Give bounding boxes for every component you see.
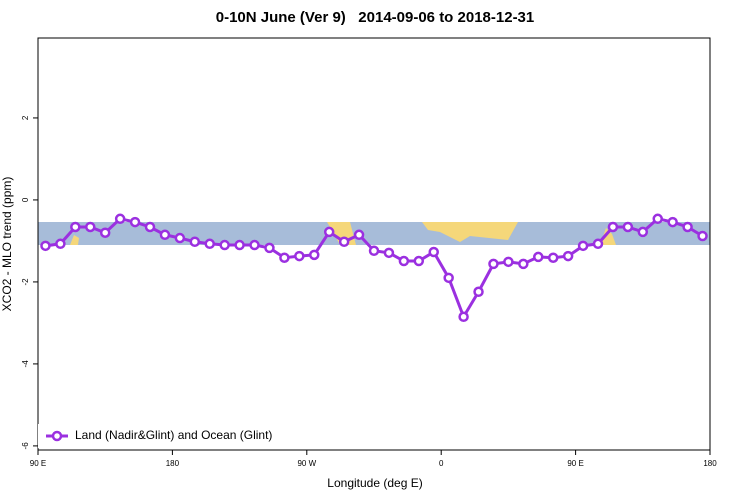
data-point — [114, 213, 126, 225]
data-point — [547, 252, 559, 263]
data-point — [219, 239, 230, 251]
data-point — [144, 221, 156, 233]
data-point — [234, 239, 245, 251]
data-point — [204, 238, 215, 250]
data-point — [622, 221, 634, 233]
data-point — [398, 255, 410, 267]
y-tick-label: 0 — [21, 197, 30, 202]
data-point — [562, 250, 574, 262]
data-point — [652, 213, 663, 225]
map-background — [38, 222, 710, 245]
data-point — [129, 216, 141, 228]
data-point — [383, 247, 395, 259]
data-point — [174, 232, 186, 244]
data-point — [443, 272, 454, 284]
data-point — [592, 238, 604, 250]
x-tick-label: 180 — [703, 459, 717, 468]
y-axis-label: XCO2 - MLO trend (ppm) — [0, 177, 14, 312]
y-tick-label: 2 — [21, 115, 30, 120]
legend-box — [38, 424, 288, 448]
data-point — [99, 227, 111, 238]
data-point — [70, 221, 81, 233]
data-point — [413, 255, 425, 267]
data-point — [518, 258, 529, 270]
data-point — [607, 221, 619, 233]
data-point — [503, 256, 514, 268]
y-tick-label: -6 — [21, 442, 30, 450]
data-point — [338, 236, 350, 247]
data-point — [55, 238, 66, 250]
data-point — [264, 242, 275, 254]
y-tick-label: -4 — [21, 360, 30, 368]
data-point — [667, 216, 678, 228]
data-point — [294, 250, 305, 262]
data-point — [249, 239, 260, 251]
legend-marker — [51, 430, 63, 442]
data-point — [488, 258, 499, 270]
x-tick-label: 90 W — [297, 459, 316, 468]
data-point — [368, 245, 380, 257]
data-point — [309, 249, 320, 261]
data-point — [323, 226, 335, 238]
data-point — [682, 221, 693, 233]
data-point — [637, 226, 649, 238]
data-point — [189, 236, 201, 247]
data-point — [577, 240, 589, 252]
x-axis-label: Longitude (deg E) — [327, 476, 422, 490]
data-point — [458, 311, 469, 323]
data-point — [533, 251, 544, 263]
plot-frame — [37, 37, 711, 451]
data-point — [279, 252, 290, 263]
y-tick-label: -2 — [21, 278, 30, 286]
x-tick-label: 180 — [166, 459, 180, 468]
legend-label: Land (Nadir&Glint) and Ocean (Glint) — [75, 428, 272, 442]
x-tick-label: 90 E — [567, 459, 583, 468]
data-point — [40, 240, 51, 252]
x-tick-label: 0 — [439, 459, 444, 468]
x-tick-label: 90 E — [30, 459, 46, 468]
chart-title: 0-10N June (Ver 9) 2014-09-06 to 2018-12… — [216, 9, 535, 26]
data-point — [428, 246, 439, 258]
data-point — [473, 286, 484, 298]
data-point — [697, 230, 708, 242]
data-point — [85, 221, 96, 233]
data-point — [159, 229, 171, 241]
data-point — [353, 229, 365, 241]
